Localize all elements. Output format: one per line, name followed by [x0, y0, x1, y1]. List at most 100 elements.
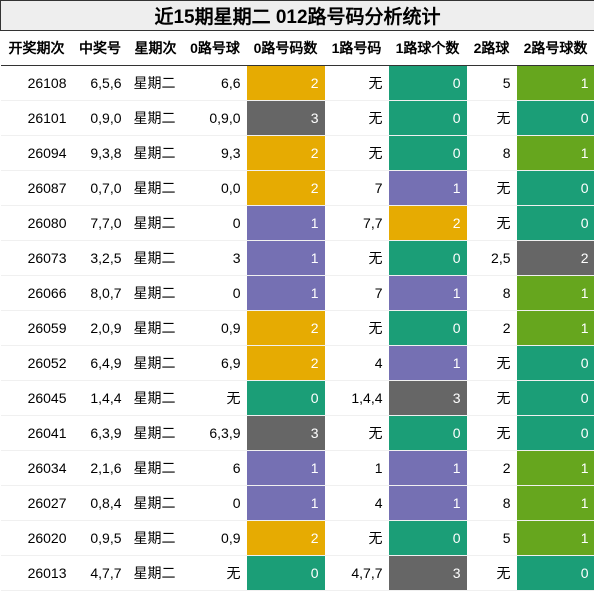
count-cell: 0: [389, 311, 467, 346]
cell: 6,4,9: [73, 346, 128, 381]
cell: 无: [325, 521, 389, 556]
count-cell: 1: [517, 521, 594, 556]
cell: 星期二: [128, 451, 184, 486]
cell: 4,7,7: [73, 556, 128, 591]
cell: 0: [184, 206, 247, 241]
cell: 0,7,0: [73, 171, 128, 206]
cell: 星期二: [128, 276, 184, 311]
cell: 星期二: [128, 416, 184, 451]
cell: 1: [325, 451, 389, 486]
count-cell: 0: [389, 66, 467, 101]
count-cell: 0: [389, 101, 467, 136]
count-cell: 0: [517, 101, 594, 136]
cell: 2,5: [467, 241, 517, 276]
cell: 6,3,9: [184, 416, 247, 451]
cell: 26073: [1, 241, 73, 276]
cell: 0,0: [184, 171, 247, 206]
cell: 0,8,4: [73, 486, 128, 521]
cell: 2,1,6: [73, 451, 128, 486]
count-cell: 2: [247, 171, 325, 206]
count-cell: 1: [389, 346, 467, 381]
count-cell: 1: [517, 486, 594, 521]
column-header: 星期次: [128, 31, 184, 66]
cell: 无: [325, 101, 389, 136]
cell: 26087: [1, 171, 73, 206]
cell: 星期二: [128, 346, 184, 381]
cell: 6,3,9: [73, 416, 128, 451]
count-cell: 1: [517, 451, 594, 486]
count-cell: 0: [389, 136, 467, 171]
cell: 无: [325, 136, 389, 171]
column-header: 0路号码数: [247, 31, 325, 66]
count-cell: 1: [247, 241, 325, 276]
count-cell: 0: [389, 521, 467, 556]
cell: 8,0,7: [73, 276, 128, 311]
cell: 无: [467, 556, 517, 591]
count-cell: 2: [247, 346, 325, 381]
count-cell: 1: [389, 486, 467, 521]
cell: 1,4,4: [73, 381, 128, 416]
count-cell: 1: [517, 66, 594, 101]
cell: 无: [467, 101, 517, 136]
cell: 无: [184, 556, 247, 591]
cell: 2: [467, 451, 517, 486]
cell: 4,7,7: [325, 556, 389, 591]
cell: 4: [325, 346, 389, 381]
cell: 26080: [1, 206, 73, 241]
cell: 8: [467, 276, 517, 311]
count-cell: 2: [247, 311, 325, 346]
cell: 5: [467, 521, 517, 556]
cell: 7: [325, 276, 389, 311]
cell: 6,6: [184, 66, 247, 101]
count-cell: 2: [247, 521, 325, 556]
cell: 26034: [1, 451, 73, 486]
cell: 无: [467, 206, 517, 241]
cell: 1,4,4: [325, 381, 389, 416]
count-cell: 0: [389, 241, 467, 276]
cell: 3,2,5: [73, 241, 128, 276]
table-title: 近15期星期二 012路号码分析统计: [1, 1, 594, 31]
cell: 星期二: [128, 206, 184, 241]
column-header: 2路号球数: [517, 31, 594, 66]
count-cell: 2: [247, 66, 325, 101]
cell: 无: [325, 66, 389, 101]
cell: 星期二: [128, 381, 184, 416]
cell: 星期二: [128, 486, 184, 521]
count-cell: 2: [247, 136, 325, 171]
count-cell: 1: [389, 451, 467, 486]
count-cell: 0: [517, 346, 594, 381]
cell: 无: [325, 416, 389, 451]
cell: 26020: [1, 521, 73, 556]
count-cell: 1: [247, 451, 325, 486]
cell: 0,9,0: [184, 101, 247, 136]
cell: 26013: [1, 556, 73, 591]
cell: 无: [184, 381, 247, 416]
cell: 5: [467, 66, 517, 101]
cell: 无: [467, 346, 517, 381]
cell: 星期二: [128, 241, 184, 276]
count-cell: 1: [247, 486, 325, 521]
count-cell: 3: [389, 381, 467, 416]
column-header: 1路号码: [325, 31, 389, 66]
cell: 无: [467, 416, 517, 451]
count-cell: 0: [517, 556, 594, 591]
cell: 0: [184, 276, 247, 311]
cell: 26094: [1, 136, 73, 171]
count-cell: 1: [517, 136, 594, 171]
cell: 2,0,9: [73, 311, 128, 346]
cell: 0,9: [184, 521, 247, 556]
cell: 星期二: [128, 556, 184, 591]
count-cell: 0: [247, 381, 325, 416]
count-cell: 1: [389, 276, 467, 311]
